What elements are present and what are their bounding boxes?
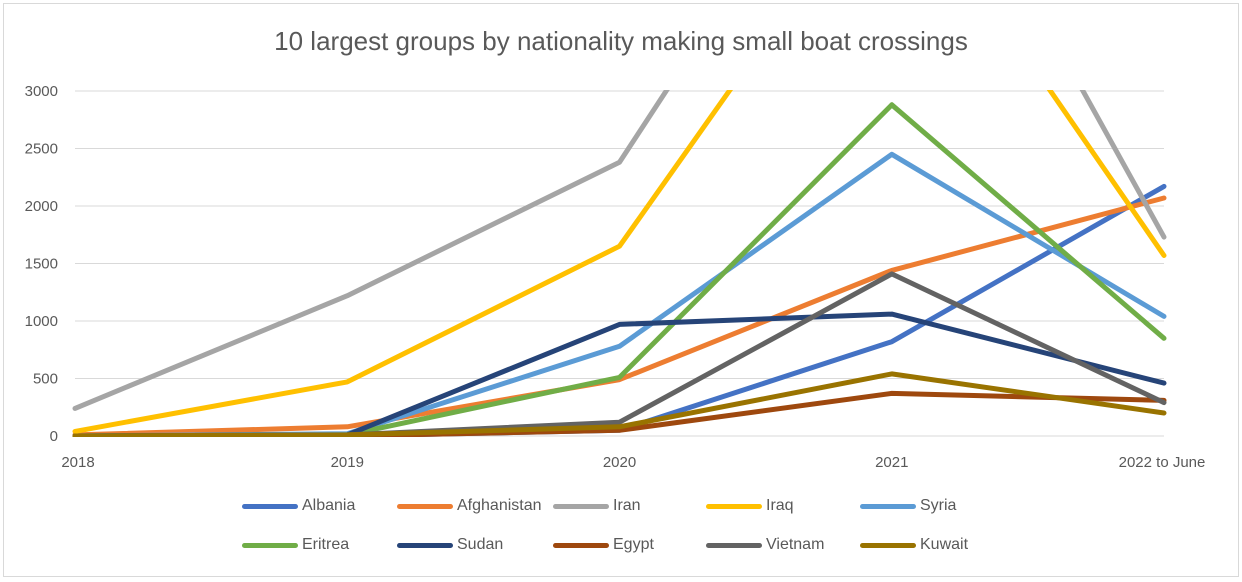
y-tick-label: 1500 [25,256,58,273]
y-tick-label: 2000 [25,198,58,215]
y-tick-label: 1000 [25,313,58,330]
x-tick-label: 2018 [61,454,94,471]
gridlines [75,90,1164,437]
y-tick-label: 0 [50,428,58,445]
x-tick-label: 2020 [603,454,636,471]
y-tick-label: 3000 [25,83,58,100]
series-line-kuwait [72,371,1167,437]
y-tick-label: 500 [33,371,58,388]
series-line-vietnam [72,271,1167,437]
x-tick-label: 2022 to June [1119,454,1206,471]
series-lines [72,90,1167,437]
x-tick-label: 2019 [331,454,364,471]
y-tick-label: 2500 [25,141,58,158]
chart-frame [3,3,1239,577]
chart-title: 10 largest groups by nationality making … [274,26,968,56]
series-line-eritrea [72,102,1167,437]
x-axis-ticks: 2018 2019 2020 2021 2022 to June [61,454,1205,471]
series-line-iraq [72,90,1167,434]
series-line-iran [72,90,1167,411]
x-tick-label: 2021 [875,454,908,471]
y-axis-ticks: 0 500 1000 1500 2000 2500 3000 [25,83,58,445]
